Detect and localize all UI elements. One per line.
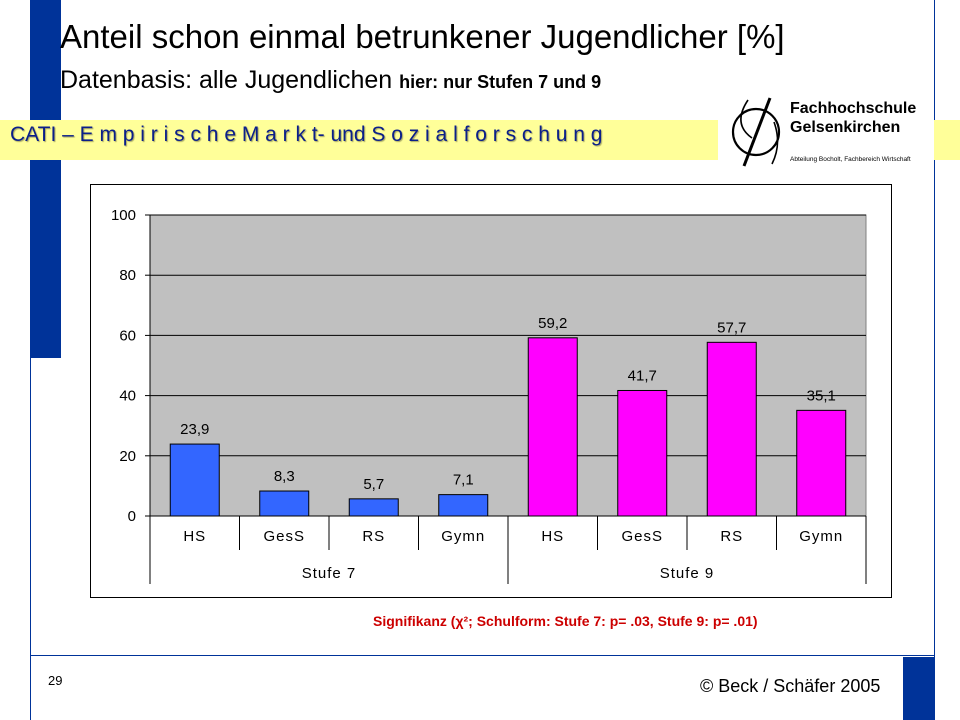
y-tick-label: 0 bbox=[128, 508, 136, 525]
data-label: 35,1 bbox=[807, 387, 836, 404]
slide-title: Anteil schon einmal betrunkener Jugendli… bbox=[60, 18, 785, 55]
page-number: 29 bbox=[48, 673, 63, 688]
left-frame-line bbox=[30, 0, 31, 720]
data-label: 8,3 bbox=[274, 468, 295, 485]
data-label: 59,2 bbox=[538, 315, 567, 332]
group-label: Stufe 9 bbox=[660, 565, 715, 582]
x-tick-label: GesS bbox=[621, 528, 663, 545]
y-tick-label: 80 bbox=[119, 267, 136, 284]
data-label: 7,1 bbox=[453, 472, 474, 489]
significance-note: Signifikanz (χ²; Schulform: Stufe 7: p= … bbox=[373, 613, 758, 629]
bar bbox=[348, 498, 399, 517]
y-tick-label: 100 bbox=[111, 207, 136, 224]
data-label: 41,7 bbox=[628, 367, 657, 384]
x-tick-label: RS bbox=[362, 528, 385, 545]
bar bbox=[259, 490, 310, 517]
chart-frame: 0 20 40 60 80 100 23,9 HS 8,3 GesS 5,7 RS 7,1 Gymn 59,… bbox=[90, 184, 892, 598]
bar bbox=[706, 341, 757, 517]
footer-divider bbox=[30, 655, 935, 656]
y-tick-label: 60 bbox=[119, 327, 136, 344]
bar bbox=[438, 494, 489, 517]
x-tick-label: GesS bbox=[263, 528, 305, 545]
logo-line-1: Fachhochschule bbox=[790, 100, 917, 117]
bar bbox=[617, 389, 668, 517]
y-tick-label: 40 bbox=[119, 388, 136, 405]
logo-line-3: Abteilung Bocholt, Fachbereich Wirtschaf… bbox=[790, 156, 911, 163]
subtitle-bold: hier: nur Stufen 7 und 9 bbox=[399, 72, 602, 92]
slide-subtitle: Datenbasis: alle Jugendlichen hier: nur … bbox=[60, 66, 601, 95]
logo-line-2: Gelsenkirchen bbox=[790, 119, 901, 136]
copyright-notice: © Beck / Schäfer 2005 bbox=[700, 676, 881, 696]
y-tick-label: 20 bbox=[119, 448, 136, 465]
bar bbox=[796, 409, 847, 517]
plot-area bbox=[149, 214, 867, 517]
bottom-right-accent-block bbox=[903, 657, 934, 720]
left-accent-bar bbox=[30, 0, 61, 358]
subtitle-main: Datenbasis: alle Jugendlichen bbox=[60, 66, 400, 94]
bar bbox=[527, 337, 578, 517]
university-logo: Fachhochschule Gelsenkirchen Abteilung B… bbox=[718, 92, 934, 172]
right-frame-line bbox=[934, 0, 935, 720]
banner-text: CATI – E m p i r i s c h e M a r k t- un… bbox=[10, 123, 603, 146]
data-label: 23,9 bbox=[180, 421, 209, 438]
data-label: 5,7 bbox=[363, 476, 384, 493]
x-tick-label: Gymn bbox=[799, 528, 843, 545]
x-tick-label: RS bbox=[720, 528, 743, 545]
data-label: 57,7 bbox=[717, 319, 746, 336]
x-tick-label: HS bbox=[183, 528, 206, 545]
group-label: Stufe 7 bbox=[302, 565, 357, 582]
x-tick-label: Gymn bbox=[441, 528, 485, 545]
bar-chart: 0 20 40 60 80 100 23,9 HS 8,3 GesS 5,7 RS 7,1 Gymn 59,… bbox=[111, 207, 867, 584]
bar bbox=[169, 443, 220, 517]
logo-emblem-icon bbox=[731, 97, 781, 167]
x-tick-label: HS bbox=[541, 528, 564, 545]
